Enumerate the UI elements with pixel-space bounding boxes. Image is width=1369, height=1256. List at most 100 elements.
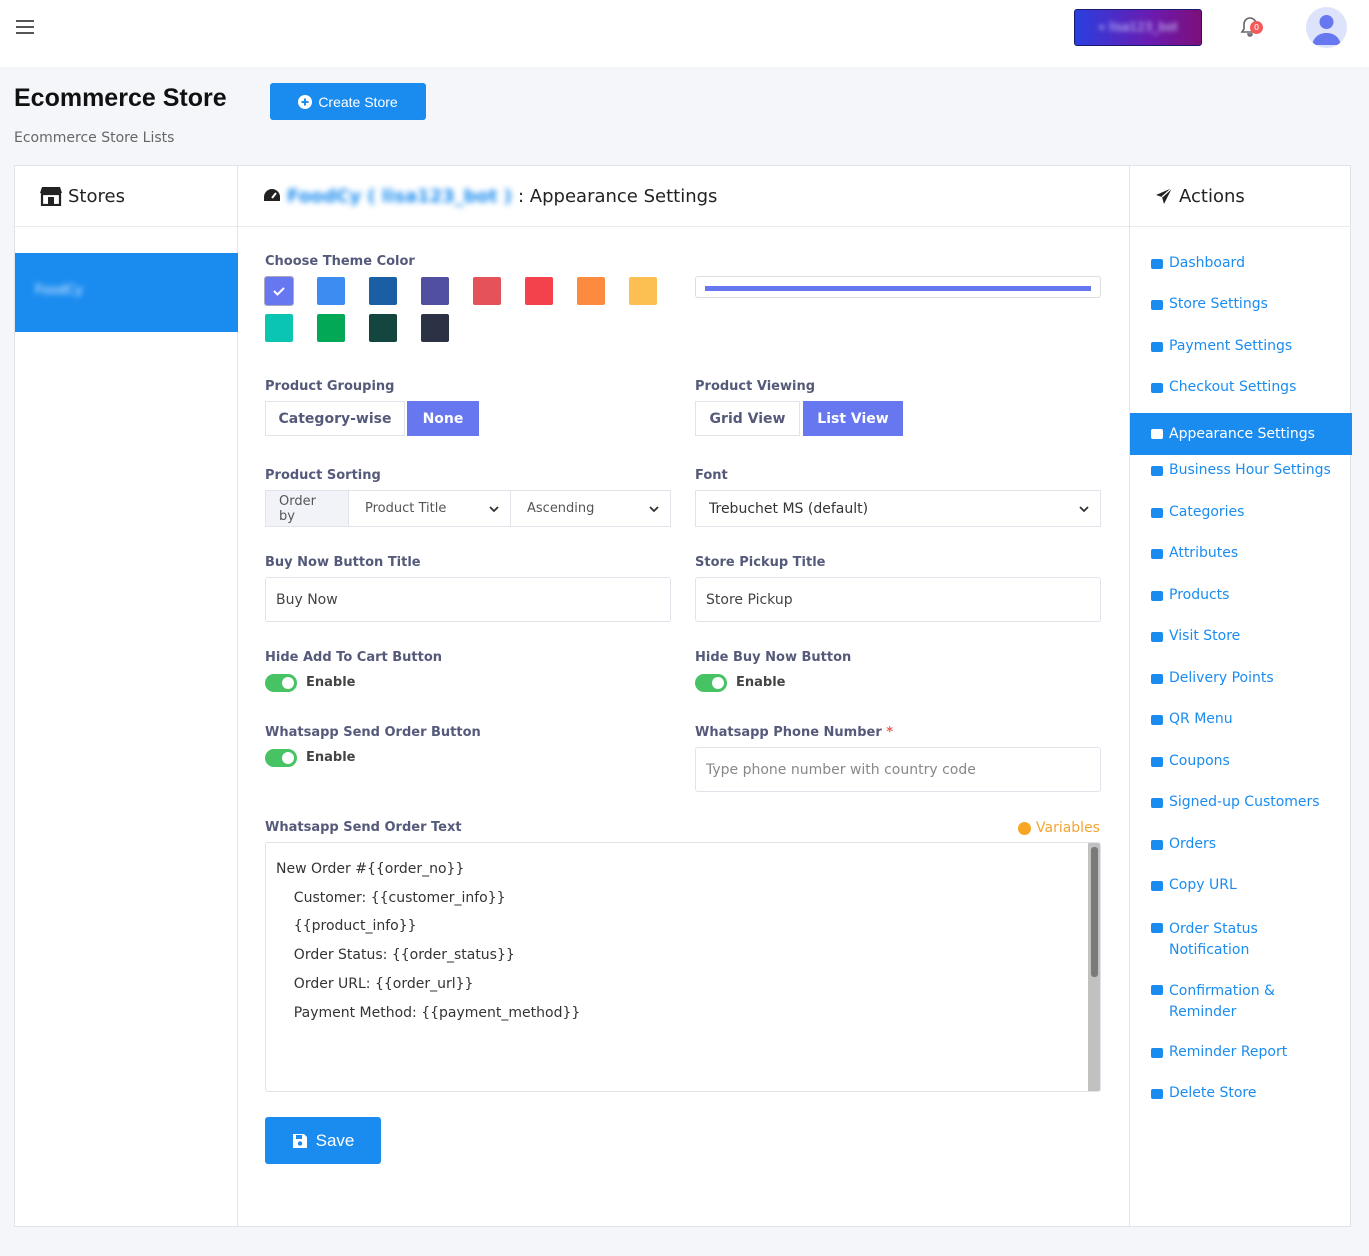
theme-color-swatch[interactable] <box>473 277 501 305</box>
stores-heading-label: Stores <box>68 185 125 207</box>
top-navbar: « lisa123_bot 0 <box>0 0 1369 67</box>
page-subtitle: Ecommerce Store Lists <box>14 130 175 146</box>
required-marker: * <box>886 725 894 740</box>
sort-direction-value: Ascending <box>527 501 595 516</box>
whatsapp-send-toggle[interactable] <box>265 749 297 767</box>
action-orders[interactable]: Orders <box>1130 836 1352 852</box>
money-icon <box>1151 342 1163 352</box>
store-list-item[interactable]: FoodCy <box>15 253 238 332</box>
account-switch-button[interactable]: « lisa123_bot <box>1074 9 1202 46</box>
font-select[interactable]: Trebuchet MS (default) <box>695 490 1101 527</box>
store-icon <box>40 187 62 206</box>
create-store-button[interactable]: Create Store <box>270 83 426 120</box>
action-business-hour-settings[interactable]: Business Hour Settings <box>1130 462 1352 478</box>
chevron-down-icon <box>1079 506 1089 513</box>
store-pickup-title-input[interactable]: Store Pickup <box>695 577 1101 622</box>
user-avatar[interactable] <box>1306 7 1347 48</box>
theme-color-swatch[interactable] <box>577 277 605 305</box>
font-value: Trebuchet MS (default) <box>709 500 869 517</box>
whatsapp-text-textarea[interactable]: New Order #{{order_no}} Customer: {{cust… <box>265 842 1101 1092</box>
action-label: Dashboard <box>1169 255 1245 271</box>
textarea-scrollbar[interactable] <box>1088 843 1100 1091</box>
action-label: Delivery Points <box>1169 670 1274 686</box>
account-label: « lisa123_bot <box>1098 20 1178 34</box>
textarea-line: Order URL: {{order_url}} <box>276 975 474 992</box>
buy-now-title-input[interactable]: Buy Now <box>265 577 671 622</box>
settings-heading-title: : Appearance Settings <box>518 185 718 207</box>
theme-color-swatch[interactable] <box>421 314 449 342</box>
action-copy-url[interactable]: Copy URL <box>1130 877 1352 893</box>
tachometer-icon <box>264 189 280 201</box>
action-reminder-report[interactable]: Reminder Report <box>1130 1044 1352 1060</box>
hamburger-menu-icon[interactable] <box>16 20 34 34</box>
palette-icon <box>1151 549 1163 559</box>
bell-icon[interactable] <box>1238 16 1262 40</box>
check-icon <box>273 287 285 296</box>
action-payment-settings[interactable]: Payment Settings <box>1130 338 1352 354</box>
theme-color-swatch[interactable] <box>265 314 293 342</box>
action-delete-store[interactable]: Delete Store <box>1130 1085 1352 1101</box>
actions-panel: Actions Dashboard Store Settings Payment S… <box>1129 166 1352 1226</box>
theme-color-swatch[interactable] <box>421 277 449 305</box>
tachometer-icon <box>1151 259 1163 269</box>
action-checkout-settings[interactable]: Checkout Settings <box>1130 379 1352 395</box>
sort-direction-select[interactable]: Ascending <box>510 490 671 527</box>
theme-color-swatch[interactable] <box>369 314 397 342</box>
create-store-label: Create Store <box>318 93 398 110</box>
action-visit-store[interactable]: Visit Store <box>1130 628 1352 644</box>
theme-color-swatch[interactable] <box>525 277 553 305</box>
calendar-icon <box>1151 466 1163 476</box>
theme-color-swatch[interactable] <box>629 277 657 305</box>
action-products[interactable]: Products <box>1130 587 1352 603</box>
action-label: Signed-up Customers <box>1169 794 1320 810</box>
columns-icon <box>1151 508 1163 518</box>
theme-color-swatch[interactable] <box>264 276 294 306</box>
action-order-status-notification[interactable]: Order Status Notification <box>1130 919 1300 961</box>
action-dashboard[interactable]: Dashboard <box>1130 255 1352 271</box>
action-appearance-settings[interactable]: Appearance Settings <box>1130 413 1352 455</box>
megaphone-icon <box>1151 985 1163 995</box>
cart-icon <box>1151 840 1163 850</box>
sort-field-select[interactable]: Product Title <box>348 490 511 527</box>
map-pin-icon <box>1151 674 1163 684</box>
hide-add-to-cart-toggle[interactable] <box>265 674 297 692</box>
sort-prefix: Order by <box>265 490 349 527</box>
action-signed-up-customers[interactable]: Signed-up Customers <box>1130 794 1352 810</box>
credit-card-icon <box>1151 383 1163 393</box>
theme-color-swatch[interactable] <box>317 277 345 305</box>
action-label: Checkout Settings <box>1169 379 1297 395</box>
action-attributes[interactable]: Attributes <box>1130 545 1352 561</box>
settings-heading-store: FoodCy ( lisa123_bot ) <box>287 185 513 207</box>
action-coupons[interactable]: Coupons <box>1130 753 1352 769</box>
font-label: Font <box>695 468 728 483</box>
action-delivery-points[interactable]: Delivery Points <box>1130 670 1352 686</box>
user-avatar-icon <box>1312 15 1341 45</box>
scrollbar-thumb[interactable] <box>1091 847 1098 977</box>
viewing-list-view[interactable]: List View <box>803 401 903 436</box>
save-button[interactable]: Save <box>265 1117 381 1164</box>
theme-color-swatch[interactable] <box>317 314 345 342</box>
action-label: Payment Settings <box>1169 338 1293 354</box>
main-card: Stores FoodCy FoodCy ( lisa123_bot ) : A… <box>14 165 1352 1227</box>
theme-color-swatch[interactable] <box>369 277 397 305</box>
textarea-line: Order Status: {{order_status}} <box>276 947 515 964</box>
hide-buy-now-toggle[interactable] <box>695 674 727 692</box>
action-categories[interactable]: Categories <box>1130 504 1352 520</box>
action-qr-menu[interactable]: QR Menu <box>1130 711 1352 727</box>
save-label: Save <box>315 1130 355 1150</box>
action-label: Products <box>1169 587 1230 603</box>
paper-plane-icon <box>1156 187 1173 204</box>
textarea-line: Customer: {{customer_info}} <box>276 889 506 906</box>
grouping-none[interactable]: None <box>407 401 479 436</box>
action-store-settings[interactable]: Store Settings <box>1130 296 1352 312</box>
gear-icon <box>1151 300 1163 310</box>
qrcode-icon <box>1151 715 1163 725</box>
whatsapp-phone-input[interactable]: Type phone number with country code <box>695 747 1101 792</box>
action-confirmation-reminder[interactable]: Confirmation & Reminder <box>1130 981 1300 1023</box>
buy-now-title-label: Buy Now Button Title <box>265 555 421 570</box>
action-label: Delete Store <box>1169 1085 1257 1101</box>
variables-link[interactable]: Variables <box>1018 820 1100 836</box>
bell-icon <box>1151 923 1163 933</box>
grouping-category-wise[interactable]: Category-wise <box>265 401 405 436</box>
viewing-grid-view[interactable]: Grid View <box>695 401 800 436</box>
